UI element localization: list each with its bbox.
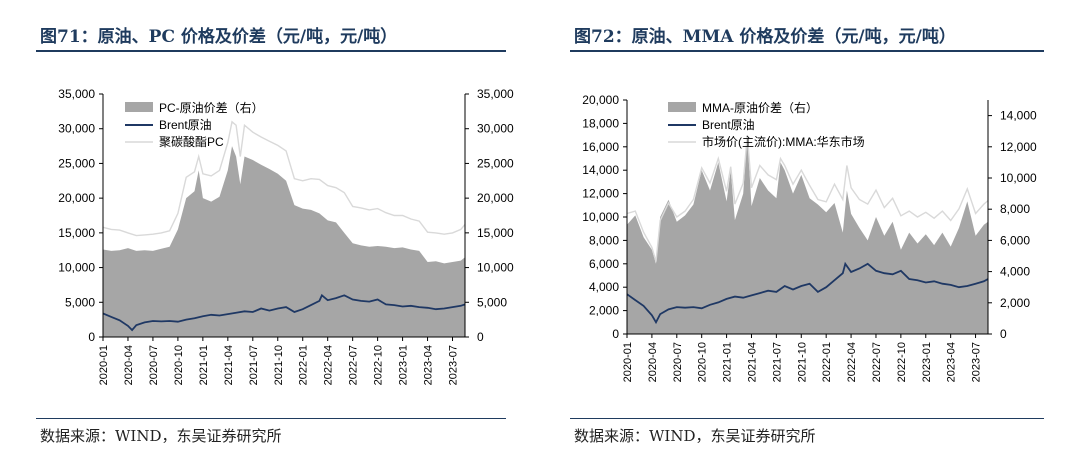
x-tick-label: 2021-10 (273, 345, 285, 385)
legend-label: MMA-原油价差（右） (702, 100, 818, 115)
x-tick-label: 2023-01 (398, 345, 410, 385)
legend-label: PC-原油价差（右） (159, 100, 264, 115)
y-tick-label-right: 10,000 (1000, 171, 1037, 185)
chart-title: 图72：原油、MMA 价格及价差（元/吨，元/吨） (574, 27, 956, 47)
x-tick-label: 2022-07 (871, 342, 883, 382)
x-tick-label: 2022-01 (298, 345, 310, 385)
y-tick-label-left: 20,000 (58, 191, 95, 205)
x-tick-label: 2022-10 (896, 342, 908, 382)
x-tick-label: 2020-01 (98, 345, 110, 385)
y-tick-label-left: 0 (88, 330, 95, 344)
y-tick-label-left: 4,000 (589, 280, 619, 294)
y-tick-label-right: 2,000 (1000, 296, 1030, 310)
legend-label: 市场价(主流价):MMA:华东市场 (702, 134, 865, 149)
spread-area (103, 146, 465, 337)
y-tick-label-left: 10,000 (58, 261, 95, 275)
x-tick-label: 2022-07 (348, 345, 360, 385)
title-rule (36, 50, 506, 52)
y-tick-label-right: 6,000 (1000, 233, 1030, 247)
x-tick-label: 2023-07 (448, 345, 460, 385)
y-tick-label-right: 25,000 (477, 156, 514, 170)
x-tick-label: 2023-07 (971, 342, 983, 382)
price-line (102, 120, 466, 237)
chart-panel-mma: 图72：原油、MMA 价格及价差（元/吨，元/吨） 0 2,000 4,000 6,0… (540, 0, 1080, 458)
y-tick-label-right: 0 (477, 330, 484, 344)
x-tick-label: 2023-04 (946, 342, 958, 382)
brent-line (626, 261, 989, 325)
y-tick-label-left: 35,000 (58, 87, 95, 101)
chart-panel-pc: 图71：原油、PC 价格及价差（元/吨，元/吨） 0 5,000 10,000 15,… (36, 27, 514, 445)
y-tick-label-left: 25,000 (58, 156, 95, 170)
x-tick-label: 2022-04 (323, 345, 335, 385)
x-tick-label: 2021-07 (248, 345, 260, 385)
x-tick-label: 2023-01 (921, 342, 933, 382)
x-tick-label: 2022-04 (846, 342, 858, 382)
y-tick-label-left: 20,000 (582, 93, 619, 107)
x-tick-label: 2020-01 (622, 342, 634, 382)
y-tick-label-right: 20,000 (477, 191, 514, 205)
y-tick-label-left: 5,000 (65, 295, 95, 309)
x-tick-label: 2020-10 (173, 345, 185, 385)
y-tick-label-left: 6,000 (589, 257, 619, 271)
legend-swatch-spread (668, 102, 696, 112)
x-tick-label: 2020-04 (647, 342, 659, 382)
y-tick-label-right: 30,000 (477, 122, 514, 136)
x-tick-label: 2021-01 (198, 345, 210, 385)
legend-label: 聚碳酸酯PC (159, 134, 224, 149)
source-rule (570, 418, 1044, 419)
x-tick-label: 2022-10 (373, 345, 385, 385)
source-rule (36, 418, 506, 419)
x-tick-label: 2020-10 (697, 342, 709, 382)
x-tick-label: 2021-07 (771, 342, 783, 382)
y-tick-label-left: 0 (612, 327, 619, 341)
chart-title: 图71：原油、PC 价格及价差（元/吨，元/吨） (40, 27, 398, 47)
y-tick-label-left: 15,000 (58, 226, 95, 240)
y-tick-label-left: 2,000 (589, 304, 619, 318)
source-note: 数据来源：WIND，东吴证券研究所 (40, 427, 282, 445)
y-tick-label-right: 4,000 (1000, 265, 1030, 279)
legend-swatch-spread (125, 102, 153, 112)
y-tick-label-left: 12,000 (582, 187, 619, 201)
x-tick-label: 2020-07 (672, 342, 684, 382)
y-tick-label-left: 10,000 (582, 210, 619, 224)
x-tick-label: 2021-10 (796, 342, 808, 382)
x-tick-label: 2020-04 (123, 345, 135, 385)
y-tick-label-right: 12,000 (1000, 140, 1037, 154)
brent-line (102, 293, 466, 332)
chart-mma: 0 2,000 4,000 6,000 8,000 10,000 12,000 14,000 1… (582, 93, 1037, 382)
legend-label: Brent原油 (702, 118, 755, 132)
y-tick-label-right: 10,000 (477, 261, 514, 275)
x-tick-label: 2022-01 (821, 342, 833, 382)
chart-pc: 0 5,000 10,000 15,000 20,000 25,000 30,000 35,0… (58, 87, 514, 385)
y-tick-label-left: 14,000 (582, 163, 619, 177)
y-tick-label-right: 5,000 (477, 295, 507, 309)
y-tick-label-left: 16,000 (582, 140, 619, 154)
y-tick-label-right: 14,000 (1000, 109, 1037, 123)
x-tick-label: 2021-04 (746, 342, 758, 382)
legend-label: Brent原油 (159, 118, 212, 132)
x-tick-label: 2020-07 (148, 345, 160, 385)
y-tick-label-left: 8,000 (589, 233, 619, 247)
title-rule (570, 50, 1044, 52)
y-tick-label-right: 0 (1000, 327, 1007, 341)
x-tick-label: 2023-04 (423, 345, 435, 385)
x-tick-label: 2021-01 (722, 342, 734, 382)
source-note: 数据来源：WIND，东吴证券研究所 (574, 427, 816, 445)
x-tick-label: 2021-04 (223, 345, 235, 385)
y-tick-label-right: 35,000 (477, 87, 514, 101)
y-tick-label-right: 15,000 (477, 226, 514, 240)
y-tick-label-left: 18,000 (582, 116, 619, 130)
spread-area (627, 134, 988, 334)
y-tick-label-left: 30,000 (58, 122, 95, 136)
y-tick-label-right: 8,000 (1000, 202, 1030, 216)
price-line (626, 135, 989, 262)
